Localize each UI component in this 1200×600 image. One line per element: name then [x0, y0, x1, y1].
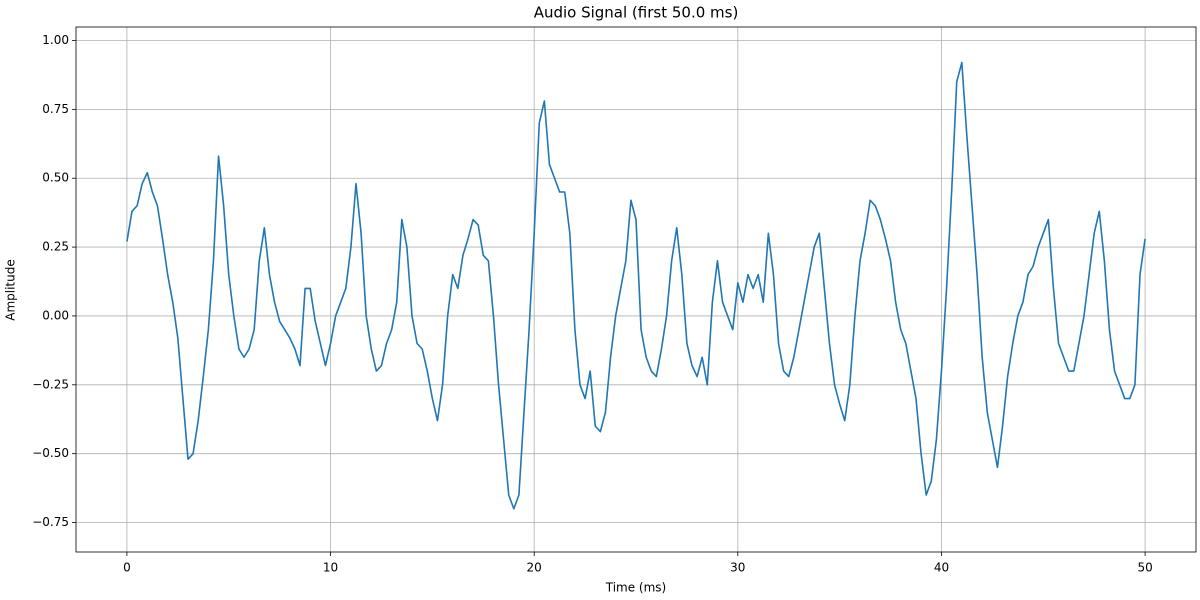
y-tick-label: 0.00 [42, 308, 69, 322]
y-tick-label: −0.50 [32, 446, 69, 460]
y-tick-label: 0.25 [42, 240, 69, 254]
x-tick-label: 20 [527, 561, 542, 575]
x-tick-label: 40 [934, 561, 949, 575]
x-tick-label: 50 [1137, 561, 1152, 575]
plot-frame [75, 26, 1197, 553]
chart-title: Audio Signal (first 50.0 ms) [534, 4, 739, 22]
signal-line [126, 61, 1146, 510]
x-axis-label: Time (ms) [605, 581, 667, 595]
y-axis-label: Amplitude [4, 259, 18, 321]
y-tick-label: −0.25 [32, 377, 69, 391]
y-tick-label: 0.75 [42, 102, 69, 116]
x-tick-label: 0 [123, 561, 131, 575]
x-tick-label: 10 [323, 561, 338, 575]
x-tick-label: 30 [730, 561, 745, 575]
y-tick-label: 0.50 [42, 171, 69, 185]
y-tick-label: −0.75 [32, 515, 69, 529]
y-tick-label: 1.00 [42, 33, 69, 47]
